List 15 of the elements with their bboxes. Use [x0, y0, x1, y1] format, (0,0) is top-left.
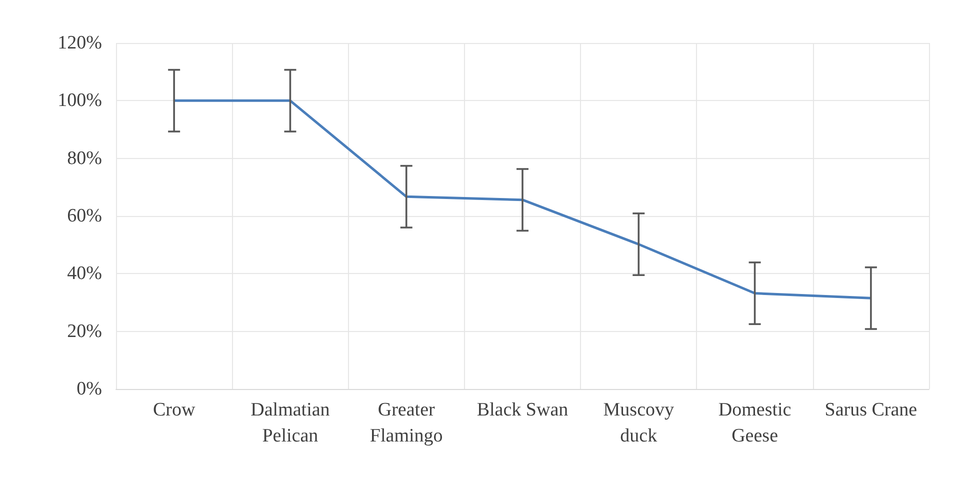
line-series [172, 99, 872, 300]
x-tick-label: Black Swan [476, 400, 569, 420]
y-tick-label: 40% [67, 263, 102, 284]
x-tick-label: Dalmatian Pelican [250, 400, 330, 446]
y-tick-label: 120% [58, 32, 102, 54]
y-tick-label: 60% [67, 206, 102, 226]
y-tick-label: 100% [58, 90, 102, 112]
x-tick-label: Domestic Geese [718, 400, 792, 446]
x-tick-label: Crow [152, 400, 196, 420]
y-tick-label: 20% [67, 320, 102, 342]
x-tick-label: Sarus Crane [824, 400, 918, 420]
x-tick-label: Greater Flamingo [370, 400, 443, 446]
x-tick-label: Muscovy duck [603, 400, 674, 446]
y-tick-label: 0% [76, 378, 102, 400]
y-tick-label: 80% [67, 148, 102, 169]
